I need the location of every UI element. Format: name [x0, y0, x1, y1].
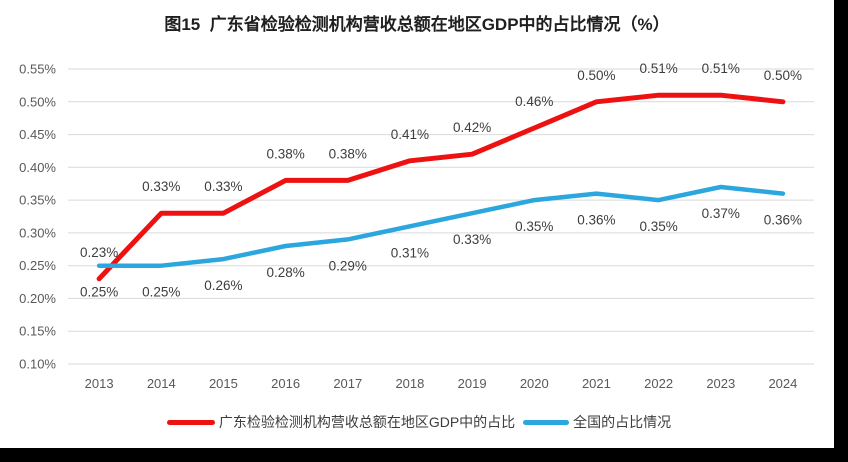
data-label-national: 0.35%: [639, 219, 677, 234]
x-axis-label: 2015: [209, 376, 238, 391]
data-label-national: 0.36%: [764, 213, 802, 228]
chart-canvas: 图15 广东省检验检测机构营收总额在地区GDP中的占比情况（%） 0.10% 0.…: [0, 0, 834, 448]
y-axis-label: 0.25%: [19, 258, 56, 273]
data-label-guangdong: 0.50%: [764, 68, 802, 83]
data-label-national: 0.33%: [453, 232, 491, 247]
y-axis-label: 0.30%: [19, 225, 56, 240]
y-axis-label: 0.45%: [19, 127, 56, 142]
data-label-guangdong: 0.46%: [515, 94, 553, 109]
data-label-guangdong: 0.51%: [639, 61, 677, 76]
legend-label-national: 全国的占比情况: [573, 414, 672, 430]
data-label-national: 0.36%: [577, 213, 615, 228]
x-axis-label: 2016: [271, 376, 300, 391]
y-axis-label: 0.10%: [19, 357, 56, 372]
data-label-guangdong: 0.42%: [453, 120, 491, 135]
y-axis-label: 0.50%: [19, 94, 56, 109]
x-axis-label: 2013: [85, 376, 114, 391]
data-label-guangdong: 0.51%: [702, 61, 740, 76]
x-axis-label: 2024: [768, 376, 797, 391]
data-label-guangdong: 0.33%: [142, 179, 180, 194]
data-label-national: 0.28%: [266, 265, 304, 280]
x-axis-label: 2021: [582, 376, 611, 391]
series-line-national: [96, 184, 786, 268]
y-axis-label: 0.55%: [19, 62, 56, 77]
data-label-guangdong: 0.41%: [391, 127, 429, 142]
y-axis-label: 0.15%: [19, 324, 56, 339]
data-label-guangdong: 0.23%: [80, 245, 118, 260]
data-label-national: 0.29%: [329, 258, 367, 273]
plot-area: 0.10% 0.15% 0.20% 0.25% 0.30% 0.35% 0.40% 0.45%…: [19, 61, 814, 391]
legend-swatch-guangdong: [166, 419, 215, 425]
data-label-national: 0.25%: [80, 285, 118, 300]
x-axis-label: 2017: [333, 376, 362, 391]
legend-swatch-national: [523, 419, 570, 425]
x-axis-label: 2014: [147, 376, 176, 391]
chart-title: 图15 广东省检验检测机构营收总额在地区GDP中的占比情况（%）: [164, 15, 670, 34]
x-axis-label: 2018: [395, 376, 424, 391]
data-label-guangdong: 0.50%: [577, 68, 615, 83]
x-axis-label: 2019: [458, 376, 487, 391]
series-line-guangdong: [96, 92, 786, 282]
y-axis-label: 0.40%: [19, 160, 56, 175]
data-label-national: 0.26%: [204, 278, 242, 293]
y-axis-label: 0.20%: [19, 291, 56, 306]
data-label-national: 0.37%: [702, 206, 740, 221]
data-label-guangdong: 0.38%: [266, 146, 304, 161]
x-axis-label: 2022: [644, 376, 673, 391]
data-label-national: 0.35%: [515, 219, 553, 234]
legend: 广东检验检测机构营收总额在地区GDP中的占比 全国的占比情况: [0, 412, 834, 432]
legend-label-guangdong: 广东检验检测机构营收总额在地区GDP中的占比: [218, 414, 516, 430]
data-label-guangdong: 0.38%: [329, 146, 367, 161]
data-label-national: 0.31%: [391, 245, 429, 260]
x-axis-label: 2023: [706, 376, 735, 391]
data-label-guangdong: 0.33%: [204, 179, 242, 194]
x-axis-label: 2020: [520, 376, 549, 391]
data-label-national: 0.25%: [142, 285, 180, 300]
y-axis-label: 0.35%: [19, 193, 56, 208]
